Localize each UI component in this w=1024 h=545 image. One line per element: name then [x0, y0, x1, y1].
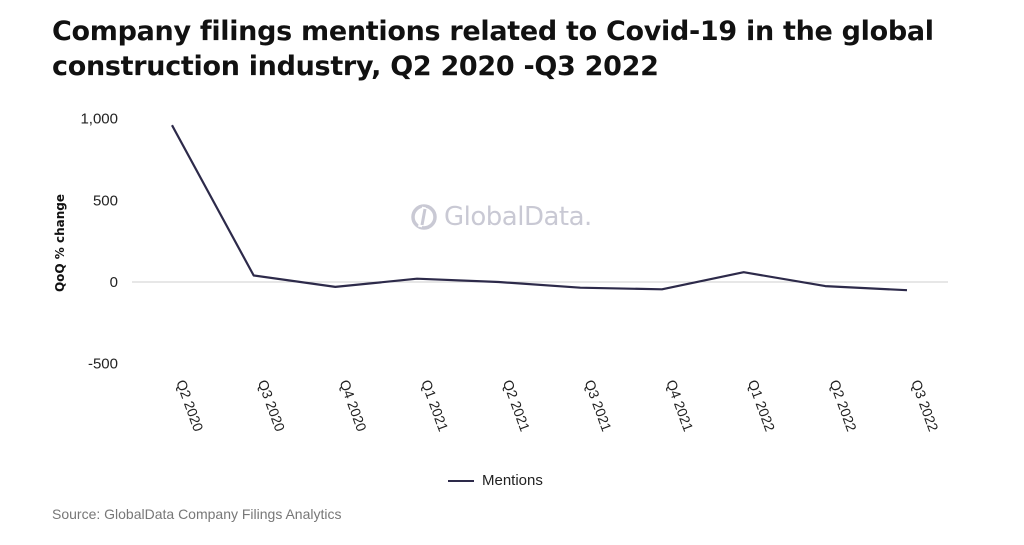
- y-axis-label: QoQ % change: [53, 194, 67, 292]
- x-tick-label: Q1 2021: [418, 378, 451, 434]
- x-tick-label: Q2 2022: [827, 378, 860, 434]
- x-tick-label: Q3 2020: [255, 378, 288, 434]
- y-tick-label: 0: [110, 274, 118, 291]
- legend-line-swatch: [448, 479, 474, 482]
- globaldata-logo-icon: [411, 204, 437, 230]
- x-tick-label: Q3 2022: [908, 378, 941, 434]
- x-tick-label: Q1 2022: [745, 378, 778, 434]
- legend-label: Mentions: [482, 472, 543, 489]
- source-note: Source: GlobalData Company Filings Analy…: [52, 506, 342, 522]
- x-tick-label: Q2 2021: [500, 378, 533, 434]
- y-tick-label: 500: [93, 192, 118, 209]
- x-tick-label: Q4 2021: [663, 378, 696, 434]
- chart-title: Company filings mentions related to Covi…: [52, 16, 934, 82]
- x-tick-label: Q2 2020: [173, 378, 206, 434]
- y-tick-label: -500: [88, 356, 118, 373]
- x-tick-label: Q3 2021: [582, 378, 615, 434]
- x-tick-label: Q4 2020: [337, 378, 370, 434]
- watermark-text: GlobalData.: [444, 202, 592, 232]
- series-line-mentions: [171, 124, 908, 292]
- globaldata-watermark: GlobalData.: [410, 202, 592, 232]
- y-tick-label: 1,000: [80, 111, 118, 128]
- legend: Mentions: [448, 472, 543, 489]
- line-chart: -500 0 500 1,000 QoQ % change Q2 2020 Q3 2020 Q…: [53, 111, 948, 434]
